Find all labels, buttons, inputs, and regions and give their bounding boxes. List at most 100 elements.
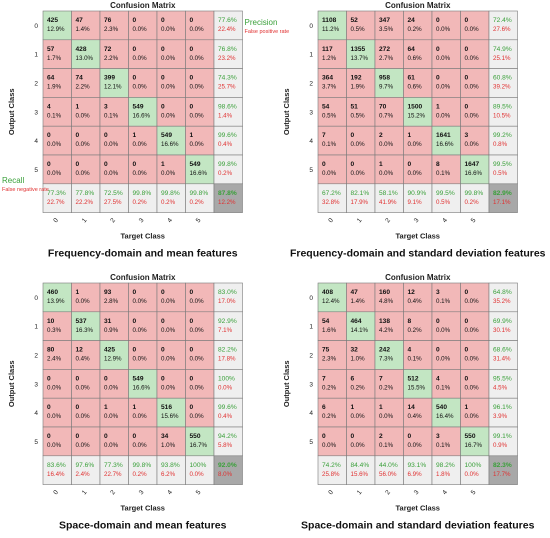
cell-percent-label: 1.7%	[47, 55, 62, 62]
cell-percent-label: 0.0%	[133, 84, 148, 91]
cell-percent-label: 0.0%	[351, 442, 366, 449]
cell-percent-label: 0.0%	[190, 356, 205, 363]
matrix-cell	[346, 340, 376, 370]
matrix-cell	[317, 397, 347, 428]
matrix-cell	[156, 426, 186, 457]
precision-label: 92.9%	[218, 318, 237, 325]
cell-percent-label: 0.0%	[161, 170, 176, 177]
cell-count-label: 550	[465, 433, 476, 440]
matrix-cell	[431, 68, 461, 98]
y-tick-label: 1	[309, 52, 313, 59]
cell-percent-label: 0.0%	[465, 55, 480, 62]
matrix-cell	[213, 154, 243, 185]
false-negative-rate-label: 9.1%	[408, 199, 423, 206]
matrix-cell	[488, 455, 518, 485]
cell-percent-label: 0.1%	[408, 356, 423, 363]
matrix-cell	[185, 10, 215, 41]
cell-count-label: 80	[47, 347, 55, 354]
chart-title: Confusion Matrix	[110, 273, 176, 282]
cell-count-label: 1641	[436, 132, 451, 139]
cell-count-label: 12	[408, 289, 416, 296]
matrix-cell	[128, 183, 158, 213]
cell-count-label: 0	[465, 46, 469, 53]
cell-count-label: 6	[351, 375, 355, 382]
precision-label: 94.2%	[218, 433, 237, 440]
cell-percent-label: 0.1%	[436, 384, 451, 391]
cell-count-label: 1	[436, 103, 440, 110]
recall-label: 99.5%	[436, 190, 455, 197]
matrix-cell	[213, 311, 243, 341]
y-tick-label: 1	[34, 52, 38, 59]
precision-label: 99.8%	[218, 161, 237, 168]
false-positive-rate-label: 0.0%	[218, 384, 233, 391]
false-positive-rate-label: 0.4%	[218, 413, 233, 420]
cell-count-label: 0	[436, 318, 440, 325]
false-negative-rate-label: 17.9%	[351, 199, 369, 206]
x-tick-label: 2	[384, 489, 392, 497]
cell-percent-label: 0.6%	[408, 55, 423, 62]
cell-percent-label: 12.9%	[47, 26, 65, 33]
matrix-cell	[403, 369, 433, 399]
cell-percent-label: 12.9%	[104, 356, 122, 363]
cell-count-label: 0	[104, 375, 108, 382]
cell-percent-label: 0.0%	[47, 413, 62, 420]
cell-count-label: 0	[465, 318, 469, 325]
cell-count-label: 0	[47, 161, 51, 168]
cell-percent-label: 0.0%	[379, 413, 394, 420]
matrix-cell	[460, 455, 490, 485]
cell-percent-label: 0.7%	[379, 112, 394, 119]
recall-label: 99.8%	[465, 190, 484, 197]
overall-error-label: 17.7%	[493, 471, 511, 478]
cell-percent-label: 4.2%	[379, 327, 394, 334]
matrix-cell	[346, 397, 376, 428]
cell-count-label: 12	[76, 347, 84, 354]
cell-count-label: 0	[465, 103, 469, 110]
cell-count-label: 425	[47, 17, 58, 24]
overall-accuracy-label: 87.8%	[218, 190, 237, 197]
cell-percent-label: 0.0%	[104, 141, 119, 148]
cell-percent-label: 0.0%	[133, 26, 148, 33]
cell-count-label: 549	[161, 132, 172, 139]
cell-count-label: 0	[161, 289, 165, 296]
matrix-cell	[128, 154, 158, 185]
matrix-cell	[374, 397, 404, 428]
cell-percent-label: 0.1%	[379, 442, 394, 449]
cell-percent-label: 0.0%	[351, 141, 366, 148]
matrix-cell	[128, 68, 158, 98]
cell-count-label: 0	[76, 132, 80, 139]
matrix-cell	[403, 10, 433, 41]
cell-count-label: 8	[436, 161, 440, 168]
cell-percent-label: 0.0%	[104, 384, 119, 391]
false-positive-rate-label: 17.0%	[218, 298, 236, 305]
recall-label: 77.3%	[47, 190, 66, 197]
matrix-cell	[156, 68, 186, 98]
cell-percent-label: 16.6%	[190, 170, 208, 177]
matrix-cell	[71, 426, 101, 457]
precision-label: 89.5%	[493, 103, 512, 110]
cell-percent-label: 12.1%	[104, 84, 122, 91]
cell-percent-label: 9.7%	[379, 84, 394, 91]
y-tick-label: 4	[34, 138, 38, 145]
matrix-cell	[128, 282, 158, 313]
matrix-cell	[488, 39, 518, 69]
matrix-cell	[374, 311, 404, 341]
cell-percent-label: 0.0%	[465, 384, 480, 391]
cell-count-label: 7	[322, 375, 326, 382]
cell-count-label: 460	[47, 289, 58, 296]
cell-percent-label: 0.0%	[465, 298, 480, 305]
cell-percent-label: 0.0%	[190, 26, 205, 33]
cell-percent-label: 0.2%	[408, 26, 423, 33]
cell-percent-label: 0.0%	[47, 384, 62, 391]
precision-label: 76.8%	[218, 46, 237, 53]
precision-label: 95.5%	[493, 375, 512, 382]
matrix-cell	[488, 97, 518, 127]
cell-percent-label: 0.0%	[190, 55, 205, 62]
cell-count-label: 549	[190, 161, 201, 168]
cell-count-label: 0	[190, 289, 194, 296]
cell-count-label: 0	[47, 433, 51, 440]
cell-count-label: 0	[190, 375, 194, 382]
y-tick-label: 4	[34, 410, 38, 417]
cell-count-label: 408	[322, 289, 333, 296]
chart-panel-frequency-std: Confusion Matrix 1108 11.2% 52 0.5% 347 3.5% 24…	[275, 0, 550, 266]
cell-count-label: 1	[133, 132, 137, 139]
